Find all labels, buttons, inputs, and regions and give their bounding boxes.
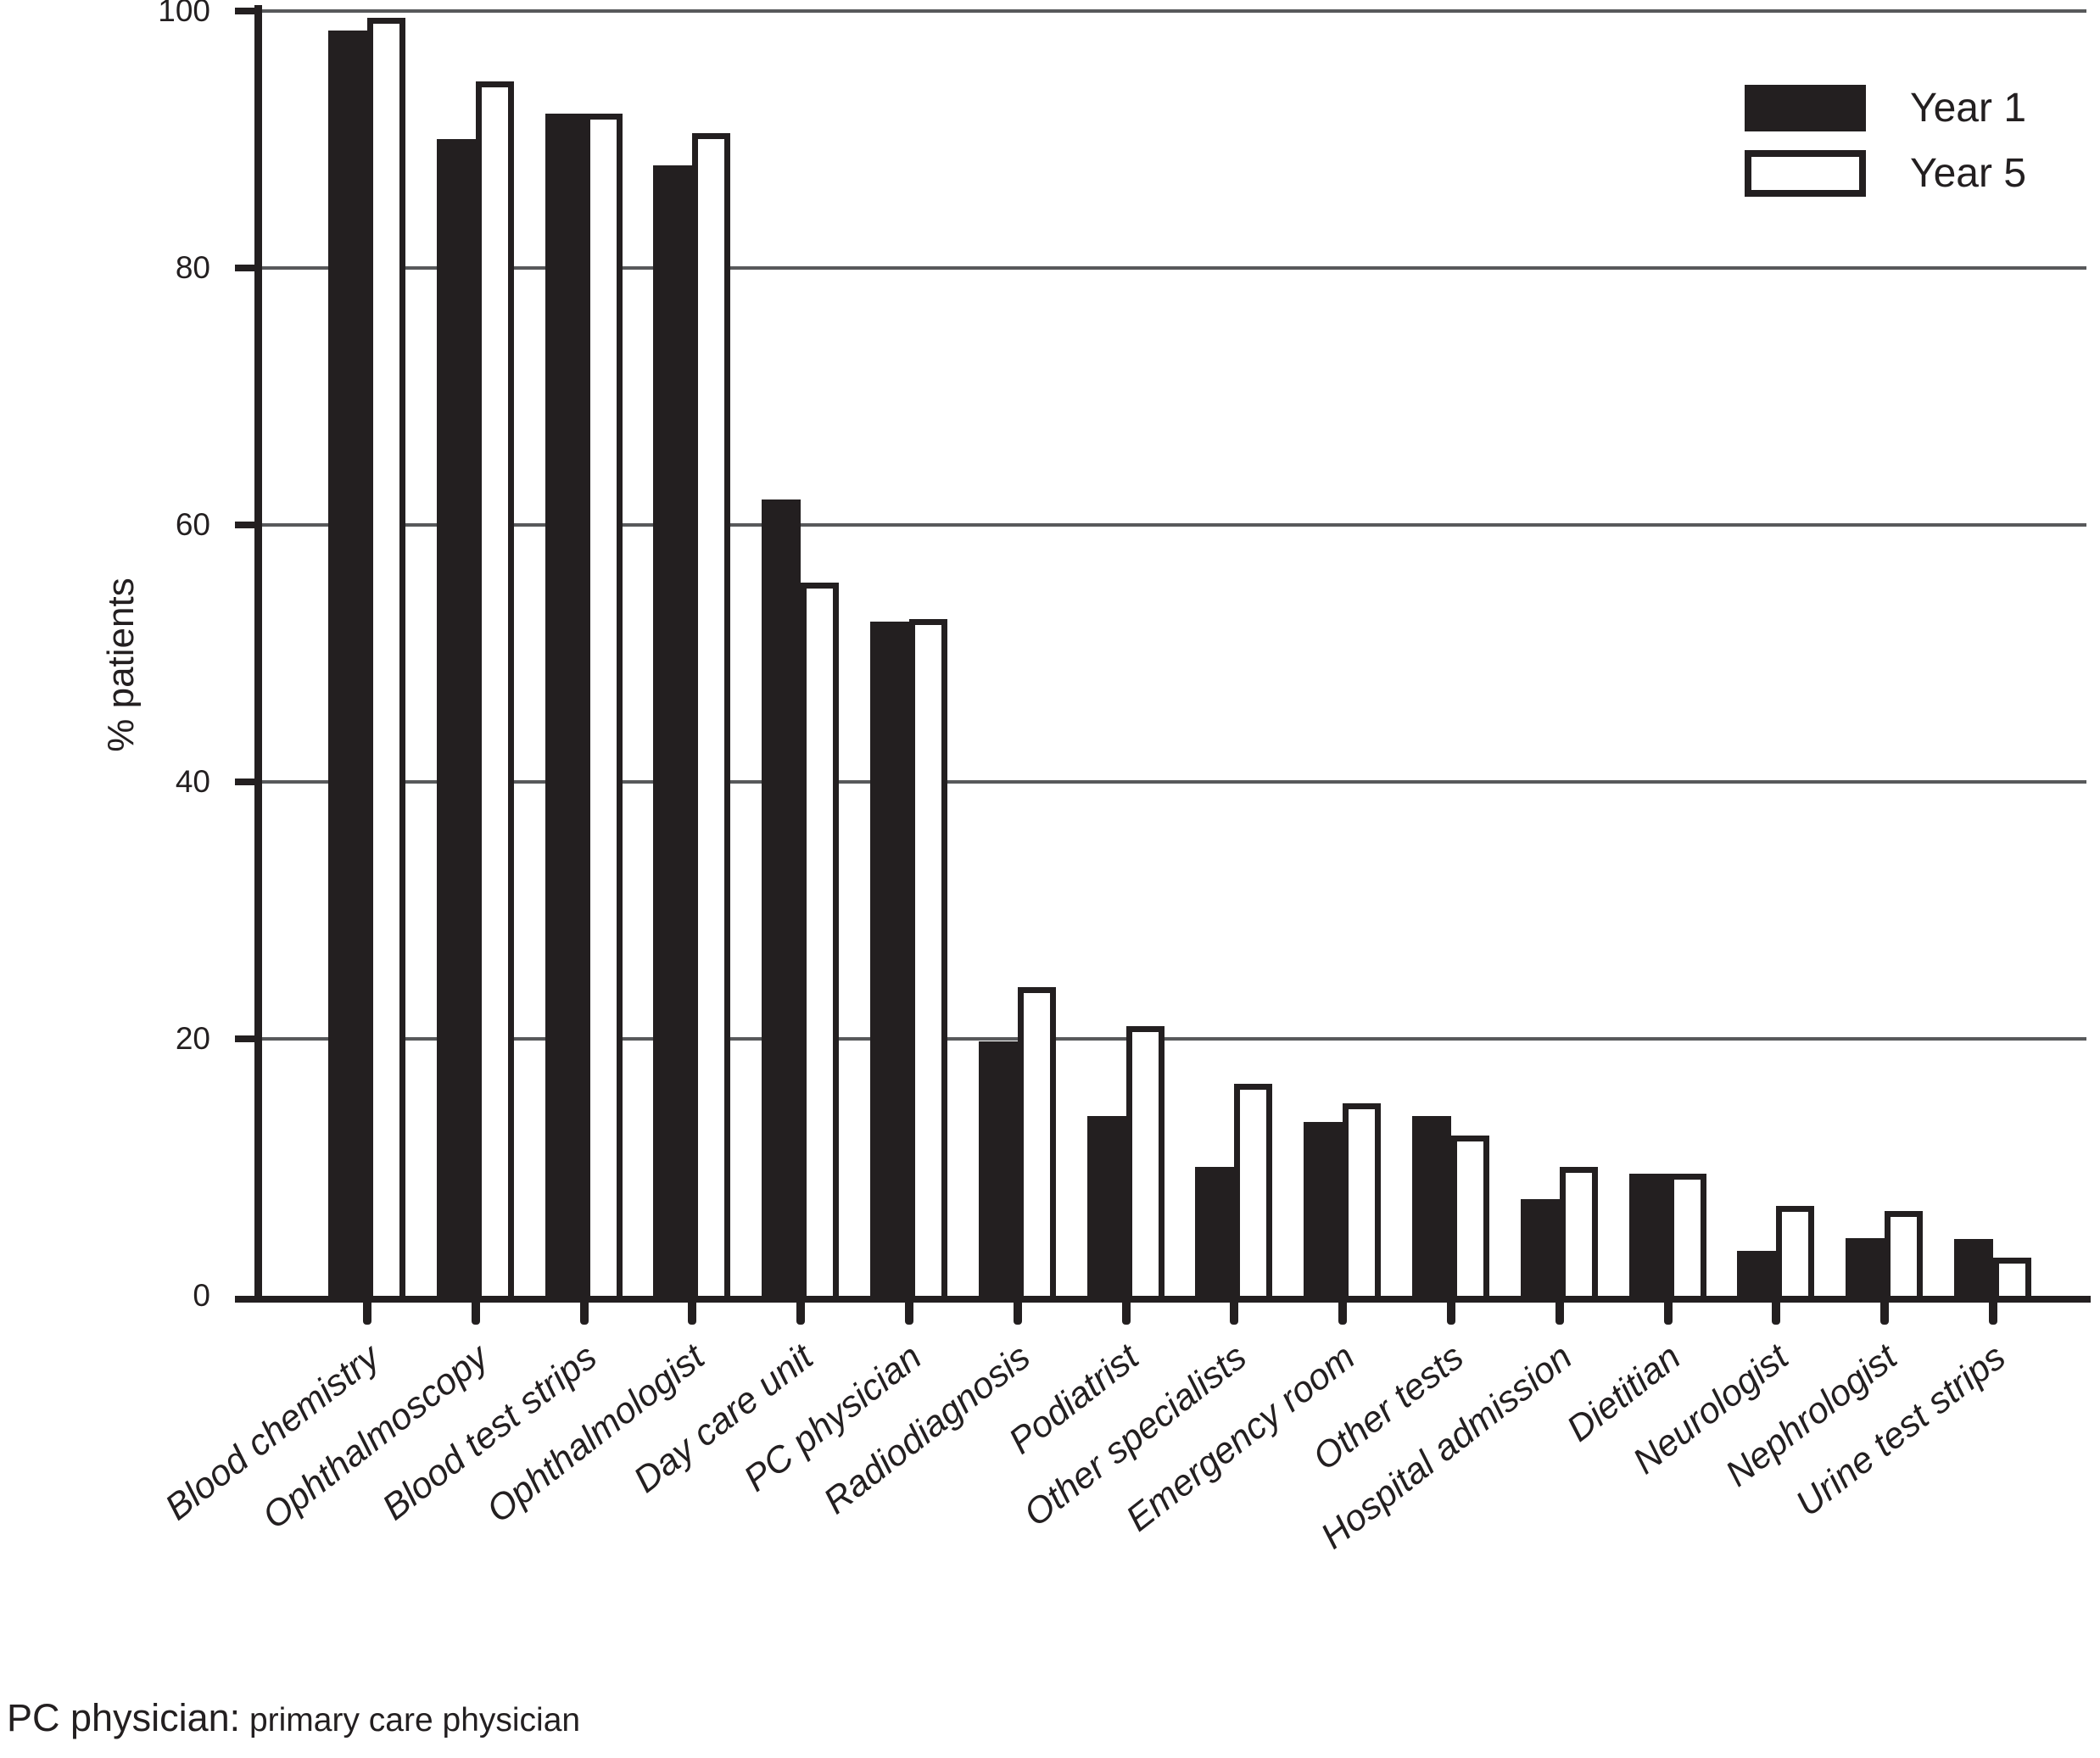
x-tick-mark-radiodiagnosis [1013, 1296, 1022, 1325]
y-tick-label-40: 40 [175, 764, 210, 799]
legend-label-year5: Year 5 [1910, 151, 2027, 196]
y-tick-mark-80 [235, 265, 262, 271]
gridline-60 [262, 523, 2086, 527]
y-tick-mark-60 [235, 522, 262, 528]
x-tick-mark-other-specialists [1230, 1296, 1239, 1325]
y-tick-mark-40 [235, 779, 262, 785]
bar-year1-nephrologist [1846, 1238, 1885, 1296]
bar-year5-hospital-admission [1559, 1167, 1598, 1296]
bar-year1-day-care-unit [762, 499, 801, 1296]
bar-year5-blood-test-strips [584, 114, 623, 1296]
bar-year5-urine-test-strips [1993, 1258, 2031, 1296]
x-axis-line [235, 1296, 2091, 1303]
bar-year5-other-tests [1451, 1136, 1489, 1296]
y-tick-label-80: 80 [175, 250, 210, 285]
gridline-40 [262, 780, 2086, 784]
legend-item-year1: Year 1 [1745, 85, 2026, 131]
legend-item-year5: Year 5 [1745, 150, 2026, 197]
x-tick-mark-ophthalmoscopy [471, 1296, 480, 1325]
bar-year1-ophthalmologist [653, 165, 693, 1296]
y-tick-mark-100 [235, 8, 262, 14]
y-axis-line [254, 5, 262, 1299]
footnote-term: PC physician: [7, 1696, 241, 1739]
bar-year5-neurologist [1776, 1206, 1815, 1296]
x-tick-mark-blood-chemistry [363, 1296, 371, 1325]
bar-year1-radiodiagnosis [978, 1041, 1018, 1296]
x-tick-mark-other-tests [1447, 1296, 1455, 1325]
y-tick-label-100: 100 [158, 0, 210, 28]
bar-year1-hospital-admission [1520, 1199, 1560, 1296]
gridline-20 [262, 1037, 2086, 1041]
x-tick-mark-urine-test-strips [1989, 1296, 1997, 1325]
bar-year5-emergency-room [1343, 1103, 1382, 1296]
bar-year1-blood-chemistry [328, 31, 367, 1296]
gridline-80 [262, 266, 2086, 270]
x-tick-mark-day-care-unit [796, 1296, 806, 1325]
footnote: PC physician: primary care physician [7, 1696, 580, 1740]
bar-year1-blood-test-strips [545, 114, 584, 1296]
x-tick-mark-ophthalmologist [688, 1296, 697, 1325]
bar-year1-emergency-room [1304, 1122, 1343, 1296]
bar-year1-dietitian [1628, 1174, 1668, 1296]
legend-label-year1: Year 1 [1910, 86, 2027, 131]
y-tick-label-0: 0 [193, 1278, 210, 1313]
x-tick-mark-podiatrist [1121, 1296, 1131, 1325]
bar-year5-podiatrist [1125, 1026, 1164, 1296]
bar-year5-other-specialists [1234, 1084, 1273, 1296]
y-axis-title: % patients [100, 578, 142, 752]
legend-swatch-year5 [1745, 150, 1866, 197]
bar-year5-pc-physician [909, 619, 947, 1296]
bar-year5-blood-chemistry [367, 18, 405, 1296]
bar-year5-dietitian [1667, 1174, 1706, 1296]
y-tick-label-60: 60 [175, 507, 210, 542]
bar-year1-urine-test-strips [1954, 1239, 1993, 1296]
gridline-100 [262, 9, 2086, 13]
x-tick-mark-dietitian [1663, 1296, 1673, 1325]
y-tick-label-20: 20 [175, 1021, 210, 1056]
bar-year1-neurologist [1737, 1251, 1777, 1296]
y-tick-mark-20 [235, 1035, 262, 1042]
x-tick-mark-neurologist [1772, 1296, 1781, 1325]
x-tick-mark-pc-physician [905, 1296, 913, 1325]
bar-year5-radiodiagnosis [1017, 987, 1056, 1296]
bar-year1-pc-physician [870, 622, 909, 1296]
bar-year1-other-specialists [1195, 1167, 1235, 1296]
bar-year1-podiatrist [1086, 1116, 1126, 1296]
x-tick-mark-hospital-admission [1555, 1296, 1564, 1325]
x-tick-mark-nephrologist [1880, 1296, 1890, 1325]
bar-year1-ophthalmoscopy [436, 139, 476, 1296]
x-tick-mark-blood-test-strips [579, 1296, 589, 1325]
bar-year5-ophthalmologist [692, 133, 731, 1296]
bar-year5-nephrologist [1885, 1211, 1924, 1296]
bar-year1-other-tests [1412, 1116, 1451, 1296]
bar-year5-ophthalmoscopy [475, 81, 514, 1296]
footnote-definition: primary care physician [240, 1702, 581, 1738]
plot-area [262, 9, 2086, 1296]
legend: Year 1 Year 5 [1745, 85, 2026, 215]
legend-swatch-year1 [1745, 85, 1866, 131]
bar-year5-day-care-unit [801, 583, 840, 1296]
x-tick-mark-emergency-room [1338, 1296, 1348, 1325]
